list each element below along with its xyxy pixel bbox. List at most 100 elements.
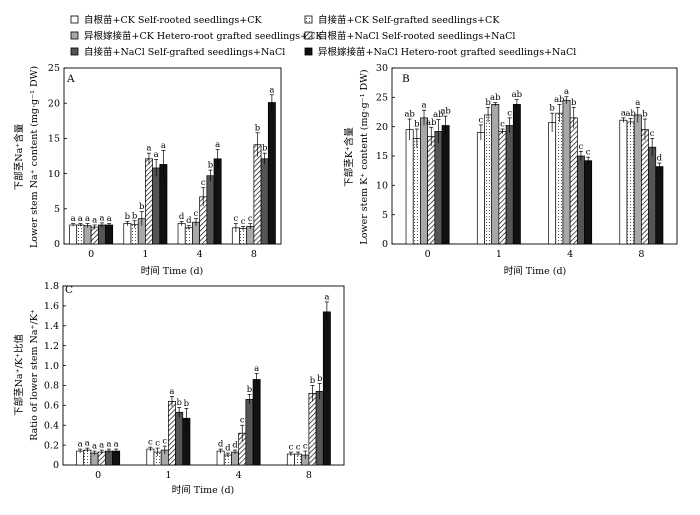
panel-b-ylabel-cn: 下部茎K⁺含量 [343, 127, 355, 187]
legend-swatch [304, 15, 313, 24]
bar [83, 449, 92, 466]
legend-swatch [70, 31, 79, 40]
bar [434, 131, 443, 245]
x-tick-label: 0 [425, 249, 431, 260]
x-tick-label: 1 [165, 470, 171, 481]
bar [427, 136, 436, 245]
y-tick-label: 5 [382, 210, 388, 221]
significance-letter: c [194, 209, 199, 219]
bar [260, 158, 269, 245]
significance-letter: d [218, 440, 224, 450]
panel-c-letter: C [65, 284, 73, 296]
bar [576, 155, 585, 245]
significance-letter: a [154, 150, 159, 160]
y-tick-label: 0 [54, 239, 60, 250]
bar [239, 228, 248, 245]
significance-letter: b [132, 211, 138, 221]
bar [420, 117, 428, 245]
significance-letter: ab [440, 107, 451, 117]
y-tick-label: 0.4 [44, 420, 59, 431]
bar [83, 225, 92, 245]
bar [175, 411, 184, 466]
y-tick-label: 0.2 [44, 440, 59, 451]
bar [555, 112, 564, 245]
legend-item-hetero-ck: 异根嫁接苗+CK Hetero-root grafted seedlings+C… [70, 30, 323, 42]
legend-label: 自根苗+NaCl Self-rooted seedlings+NaCl [318, 30, 515, 42]
legend-swatch [304, 47, 313, 56]
bar [308, 393, 317, 466]
bar [322, 311, 331, 466]
bar [505, 125, 514, 245]
y-tick-label: 0.6 [44, 401, 59, 412]
significance-letter: c [478, 115, 483, 125]
legend-swatch [304, 31, 313, 40]
significance-letter: d [179, 212, 185, 222]
panel-b-ylabel-en: Lower stem K⁺ content (mg·g⁻¹ DW) [359, 69, 370, 244]
bar [498, 131, 507, 245]
y-tick-label: 0 [53, 460, 59, 471]
bar [648, 146, 657, 245]
legend: 自根苗+CK Self-rooted seedlings+CK 自接苗+CK S… [70, 14, 576, 58]
significance-letter: ab [554, 95, 565, 105]
panel-b-letter: B [402, 73, 410, 85]
significance-letter: a [421, 101, 426, 111]
bar [584, 160, 593, 245]
bar [569, 117, 578, 245]
legend-item-own-ck: 自根苗+CK Self-rooted seedlings+CK [70, 14, 263, 26]
legend-label: 自根苗+CK Self-rooted seedlings+CK [84, 14, 263, 26]
significance-letter: a [85, 439, 90, 449]
significance-letter: d [225, 444, 231, 454]
plot-frame [62, 285, 345, 466]
y-tick-label: 15 [48, 134, 60, 145]
significance-letter: b [262, 144, 268, 154]
significance-letter: d [186, 216, 192, 226]
y-tick-label: 25 [376, 93, 388, 104]
y-tick-label: 0.8 [44, 381, 59, 392]
significance-letter: b [247, 385, 253, 395]
panel-c-plot: 00.20.40.60.81.01.21.41.61.80a a a a a a1c c ca… [44, 281, 345, 481]
significance-letter: a [621, 108, 626, 118]
panel-a-letter: A [66, 73, 75, 85]
significance-letter: c [148, 438, 153, 448]
significance-letter: a [92, 215, 97, 225]
significance-letter: b [485, 98, 491, 108]
panel-c: 00.20.40.60.81.01.21.41.61.80a a a a a a1c c ca… [13, 281, 345, 496]
significance-letter: b [125, 212, 131, 222]
significance-letter: a [324, 292, 329, 302]
significance-letter: c [586, 148, 591, 158]
bar [626, 121, 635, 245]
significance-letter: a [78, 440, 83, 450]
significance-letter: b [208, 161, 214, 171]
panel-c-xlabel: 时间 Time (d) [172, 484, 235, 496]
panel-b-xlabel: 时间 Time (d) [504, 265, 567, 277]
significance-letter: a [107, 214, 112, 224]
bar [152, 167, 161, 245]
y-tick-label: 1.2 [44, 341, 59, 352]
y-tick-label: 1.6 [44, 301, 59, 312]
significance-letter: d [232, 441, 238, 451]
significance-letter: ab [404, 110, 415, 120]
legend-label: 异根嫁接苗+CK Hetero-root grafted seedlings+C… [84, 30, 323, 42]
bar [105, 224, 114, 245]
y-tick-label: 10 [48, 169, 60, 180]
bar [491, 104, 500, 245]
significance-letter: d [657, 154, 663, 164]
significance-letter: a [146, 144, 151, 154]
plot-frame [63, 67, 282, 245]
x-tick-label: 0 [95, 470, 101, 481]
panel-c-ylabel-cn: 下部茎Na⁺/K⁺比值 [13, 334, 25, 416]
significance-letter: c [579, 142, 584, 152]
significance-letter: ab [426, 118, 437, 128]
bar [441, 125, 450, 245]
significance-letter: b [176, 398, 182, 408]
bar [76, 224, 85, 245]
x-tick-label: 8 [251, 249, 257, 260]
significance-letter: a [99, 441, 104, 451]
bar [104, 450, 113, 466]
bar [206, 175, 215, 245]
significance-letter: a [99, 213, 104, 223]
